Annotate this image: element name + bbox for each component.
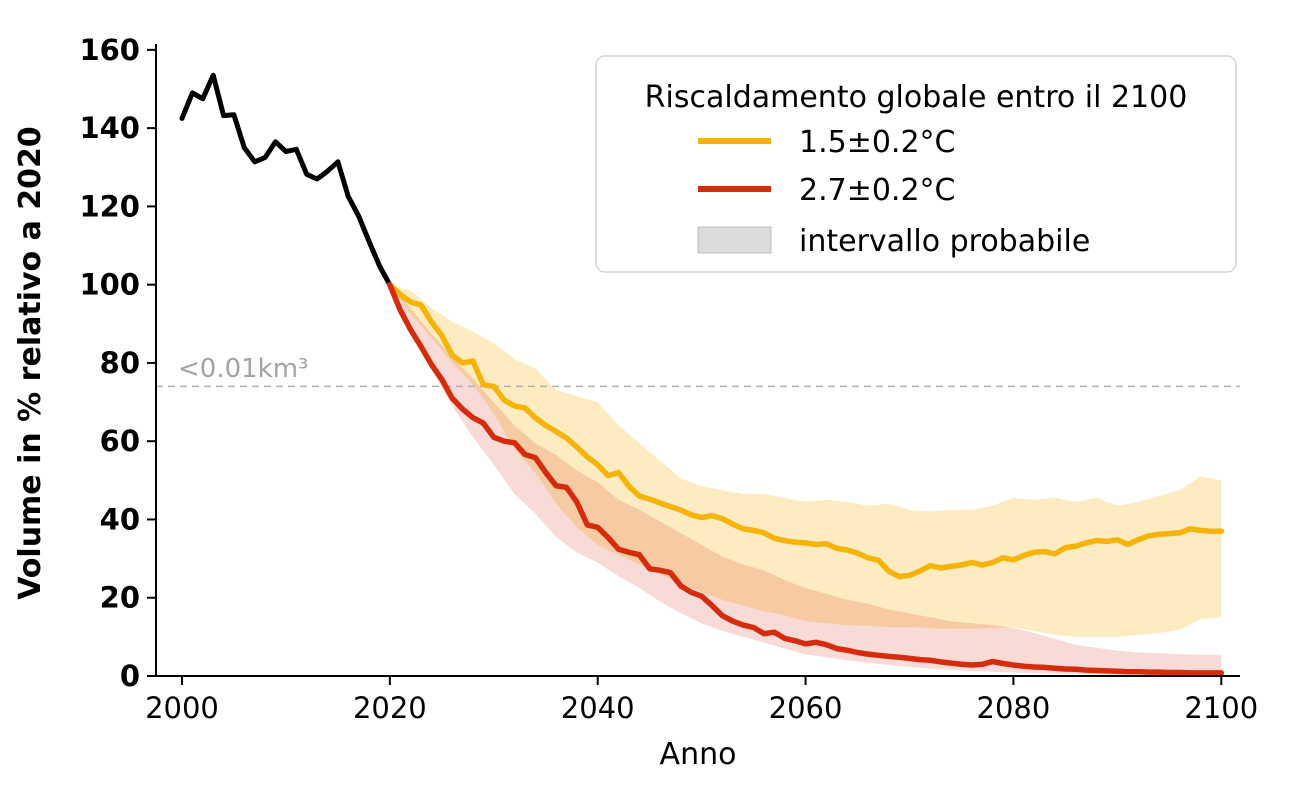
y-tick-label: 0 bbox=[120, 659, 140, 693]
series-line-1-5C bbox=[387, 281, 1225, 580]
legend-label-2-7C: 2.7±0.2°C bbox=[799, 173, 956, 208]
series-line-historical bbox=[179, 72, 393, 288]
y-tick-label: 80 bbox=[100, 346, 140, 380]
legend-box bbox=[595, 55, 1237, 273]
y-tick-label: 20 bbox=[100, 581, 140, 615]
x-tick-label: 2040 bbox=[561, 691, 635, 725]
reference-line-label: <0.01km³ bbox=[178, 354, 308, 384]
x-tick-label: 2100 bbox=[1184, 691, 1258, 725]
band-2-7C bbox=[389, 284, 1222, 676]
y-tick-label: 140 bbox=[79, 111, 140, 145]
y-tick-label: 120 bbox=[79, 189, 140, 223]
legend-label-likely-range: intervallo probabile bbox=[799, 224, 1090, 259]
x-axis-title: Anno bbox=[660, 737, 737, 772]
band-1-5C bbox=[389, 284, 1222, 637]
legend-title: Riscaldamento globale entro il 2100 bbox=[645, 80, 1188, 115]
uncertainty-bands bbox=[389, 284, 1222, 676]
y-tick-label: 160 bbox=[79, 33, 140, 67]
x-tick-label: 2060 bbox=[769, 691, 843, 725]
series-line-2-7C bbox=[387, 281, 1225, 676]
legend-label-1-5C: 1.5±0.2°C bbox=[799, 125, 956, 160]
x-tick-label: 2080 bbox=[977, 691, 1051, 725]
y-tick-label: 100 bbox=[79, 268, 140, 302]
x-tick-label: 2000 bbox=[145, 691, 219, 725]
y-tick-label: 60 bbox=[100, 424, 140, 458]
y-axis-title: Volume in % relativo a 2020 bbox=[13, 126, 48, 600]
x-tick-label: 2020 bbox=[353, 691, 427, 725]
series-lines bbox=[179, 72, 1225, 676]
y-tick-label: 40 bbox=[100, 502, 140, 536]
legend: Riscaldamento globale entro il 2100 1.5±… bbox=[595, 55, 1237, 273]
legend-swatch-likely-range bbox=[697, 226, 772, 254]
